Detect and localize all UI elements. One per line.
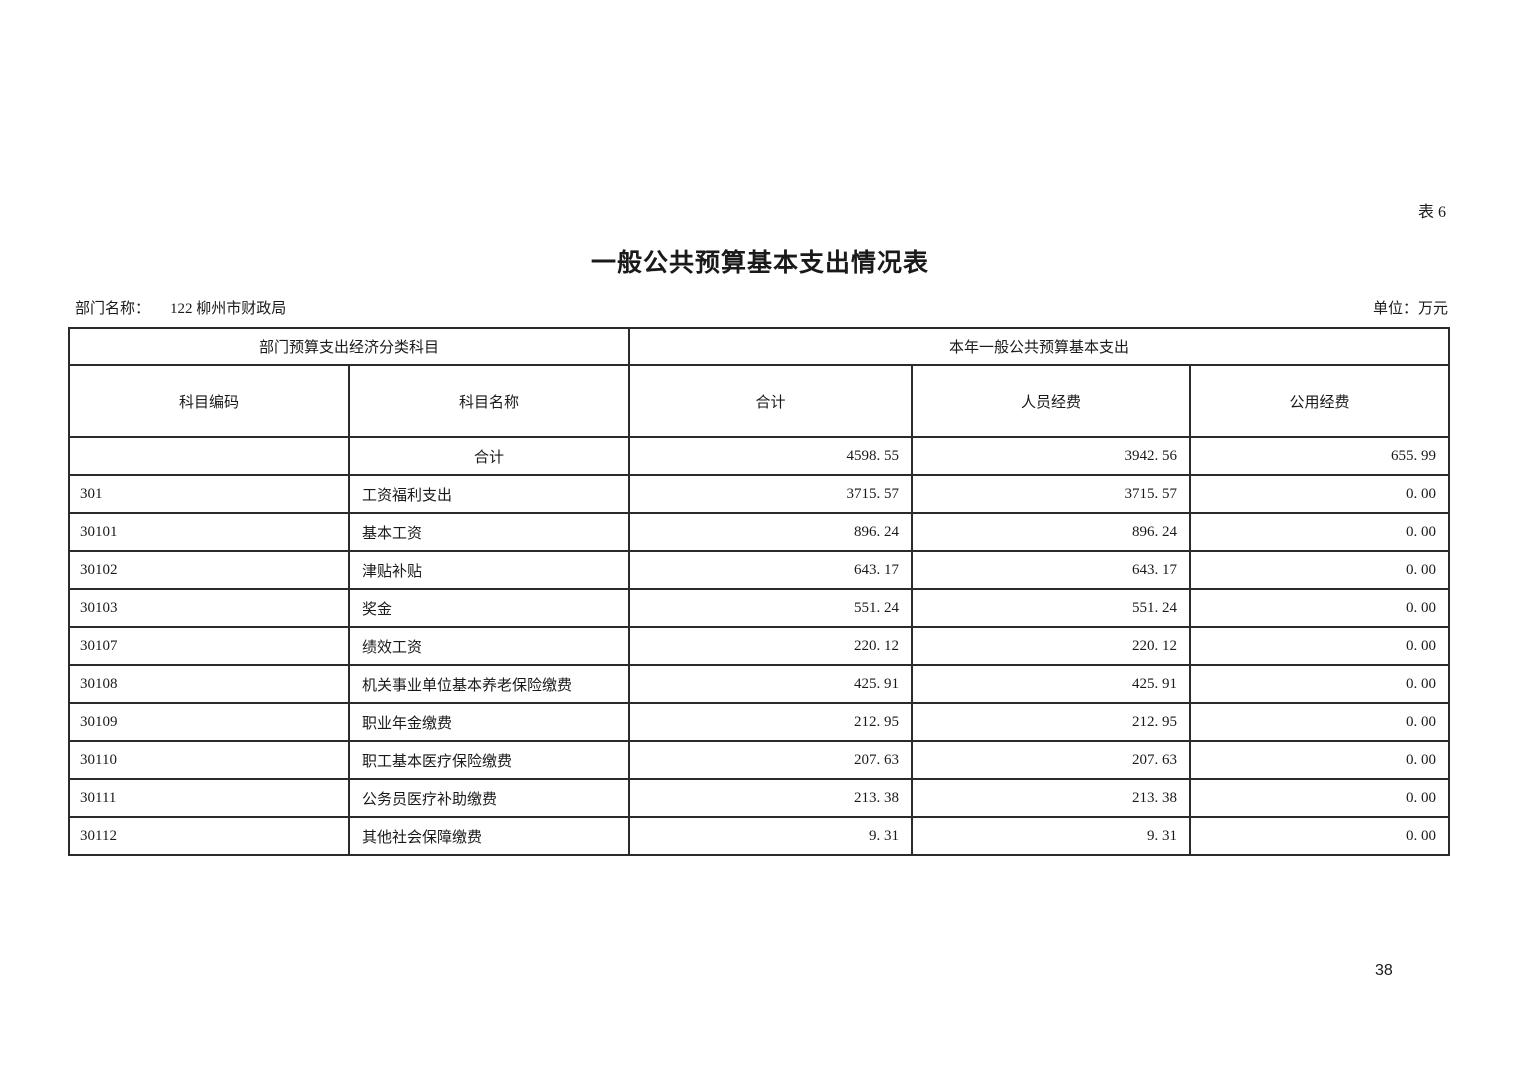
column-header-name: 科目名称 [347,364,631,438]
cell-code: 30107 [68,626,350,666]
cell-code: 30101 [68,512,350,552]
cell-name: 工资福利支出 [347,474,631,514]
cell-name: 绩效工资 [347,626,631,666]
cell-code: 30103 [68,588,350,628]
cell-code: 301 [68,474,350,514]
cell-total: 896. 24 [628,512,914,552]
cell-code: 30112 [68,816,350,856]
cell-name: 奖金 [347,588,631,628]
department-value: 122 柳州市财政局 [170,301,287,317]
cell-personnel: 643. 17 [911,550,1192,590]
table-row: 30108 机关事业单位基本养老保险缴费 425. 91 425. 91 0. … [68,664,1451,704]
cell-total: 425. 91 [628,664,914,704]
cell-name: 其他社会保障缴费 [347,816,631,856]
department-name: 部门名称： 122 柳州市财政局 [75,297,286,318]
column-header-public: 公用经费 [1189,364,1451,438]
table-row: 30101 基本工资 896. 24 896. 24 0. 00 [68,512,1451,552]
cell-personnel: 3715. 57 [911,474,1192,514]
cell-personnel: 896. 24 [911,512,1192,552]
cell-public: 0. 00 [1189,816,1451,856]
cell-total: 4598. 55 [628,436,914,476]
cell-total: 213. 38 [628,778,914,818]
table-row-grand-total: 合计 4598. 55 3942. 56 655. 99 [68,436,1451,476]
cell-personnel: 9. 31 [911,816,1192,856]
column-header-row: 科目编码 科目名称 合计 人员经费 公用经费 [68,364,1451,438]
cell-code: 30102 [68,550,350,590]
cell-personnel: 207. 63 [911,740,1192,780]
cell-total: 551. 24 [628,588,914,628]
cell-public: 0. 00 [1189,512,1451,552]
cell-total: 9. 31 [628,816,914,856]
cell-code: 30111 [68,778,350,818]
cell-total: 3715. 57 [628,474,914,514]
table-row: 30107 绩效工资 220. 12 220. 12 0. 00 [68,626,1451,666]
column-header-personnel: 人员经费 [911,364,1192,438]
cell-personnel: 212. 95 [911,702,1192,742]
cell-personnel: 220. 12 [911,626,1192,666]
cell-total: 643. 17 [628,550,914,590]
table-row: 30112 其他社会保障缴费 9. 31 9. 31 0. 00 [68,816,1451,856]
cell-total: 212. 95 [628,702,914,742]
column-header-code: 科目编码 [68,364,350,438]
cell-name: 机关事业单位基本养老保险缴费 [347,664,631,704]
cell-public: 0. 00 [1189,778,1451,818]
cell-personnel: 425. 91 [911,664,1192,704]
cell-personnel: 213. 38 [911,778,1192,818]
cell-public: 0. 00 [1189,740,1451,780]
page-title: 一般公共预算基本支出情况表 [590,250,929,277]
table-row: 30102 津贴补贴 643. 17 643. 17 0. 00 [68,550,1451,590]
cell-personnel: 3942. 56 [911,436,1192,476]
table-row: 30103 奖金 551. 24 551. 24 0. 00 [68,588,1451,628]
cell-public: 655. 99 [1189,436,1451,476]
department-label: 部门名称： [75,301,151,317]
cell-public: 0. 00 [1189,550,1451,590]
cell-public: 0. 00 [1189,664,1451,704]
cell-name: 职业年金缴费 [347,702,631,742]
budget-table: 部门预算支出经济分类科目 本年一般公共预算基本支出 科目编码 科目名称 合计 人… [67,327,1451,856]
cell-total: 207. 63 [628,740,914,780]
cell-public: 0. 00 [1189,588,1451,628]
table-row: 30111 公务员医疗补助缴费 213. 38 213. 38 0. 00 [68,778,1451,818]
group-header-classification: 部门预算支出经济分类科目 [67,327,631,366]
cell-code: 30108 [68,664,350,704]
unit-label: 单位：万元 [1372,301,1448,317]
cell-total: 220. 12 [628,626,914,666]
budget-table-body: 合计 4598. 55 3942. 56 655. 99 301 工资福利支出 … [68,436,1451,856]
cell-code [68,436,350,476]
cell-name: 职工基本医疗保险缴费 [347,740,631,780]
cell-public: 0. 00 [1189,626,1451,666]
table-row: 30109 职业年金缴费 212. 95 212. 95 0. 00 [68,702,1451,742]
group-header-expenditure: 本年一般公共预算基本支出 [628,327,1451,366]
cell-public: 0. 00 [1189,474,1451,514]
cell-name: 公务员医疗补助缴费 [347,778,631,818]
cell-personnel: 551. 24 [911,588,1192,628]
meta-row: 部门名称： 122 柳州市财政局 单位：万元 [75,297,1448,318]
column-header-total: 合计 [628,364,914,438]
cell-name: 基本工资 [347,512,631,552]
cell-public: 0. 00 [1189,702,1451,742]
cell-code: 30109 [68,702,350,742]
cell-code: 30110 [68,740,350,780]
budget-table-header: 部门预算支出经济分类科目 本年一般公共预算基本支出 科目编码 科目名称 合计 人… [67,327,1451,438]
cell-name: 合计 [347,436,631,476]
page-number: 38 [1375,962,1393,979]
table-number-label: 表 6 [1417,204,1446,221]
table-row: 301 工资福利支出 3715. 57 3715. 57 0. 00 [68,474,1451,514]
group-header-row: 部门预算支出经济分类科目 本年一般公共预算基本支出 [67,327,1451,366]
cell-name: 津贴补贴 [347,550,631,590]
table-row: 30110 职工基本医疗保险缴费 207. 63 207. 63 0. 00 [68,740,1451,780]
